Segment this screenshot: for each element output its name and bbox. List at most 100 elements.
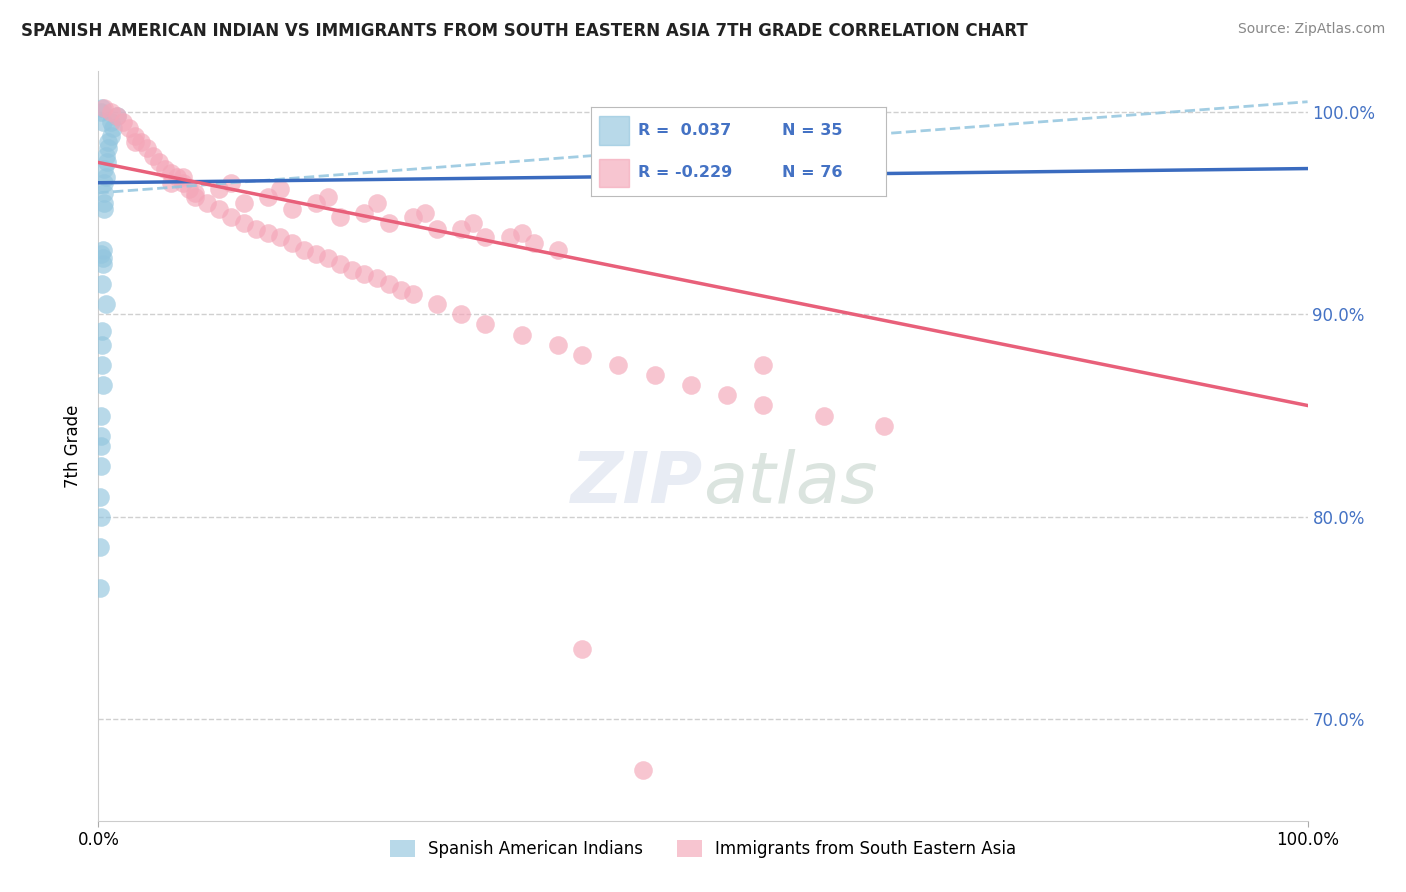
Point (100, 129, 122, 144)
Point (166, 169, 188, 184)
Point (118, 121, 141, 136)
Point (105, 109, 128, 123)
Point (100, 115, 122, 129)
Point (474, 318, 496, 332)
Point (474, 230, 496, 244)
Point (377, 277, 399, 291)
Point (547, 243, 569, 257)
Point (91, 251, 114, 265)
Point (245, 222, 267, 236)
Point (305, 196, 328, 211)
Point (463, 216, 485, 230)
Point (221, 176, 243, 190)
Point (716, 388, 738, 402)
Point (91, 358, 114, 372)
Point (342, 262, 364, 277)
Text: atlas: atlas (703, 449, 877, 518)
Point (316, 190, 339, 204)
Point (426, 297, 449, 311)
Point (208, 202, 231, 216)
Point (93, 196, 115, 211)
Point (89, 541, 111, 555)
Point (184, 190, 207, 204)
Point (329, 257, 352, 271)
Point (91, 115, 114, 129)
Point (571, 641, 593, 656)
Point (91, 337, 114, 351)
Point (366, 271, 388, 285)
Point (100, 104, 122, 119)
Point (160, 176, 183, 190)
Point (91, 257, 114, 271)
Point (281, 202, 304, 216)
Point (91, 243, 114, 257)
Point (208, 182, 231, 196)
Point (91, 378, 114, 392)
Text: Source: ZipAtlas.com: Source: ZipAtlas.com (1237, 22, 1385, 37)
Point (93, 186, 115, 200)
Point (292, 243, 315, 257)
Point (93, 202, 115, 216)
Point (91, 101, 114, 115)
Point (353, 206, 375, 220)
Point (329, 210, 352, 224)
Point (129, 135, 152, 149)
Text: N = 35: N = 35 (782, 123, 844, 137)
Point (644, 368, 666, 383)
Point (221, 210, 243, 224)
Text: SPANISH AMERICAN INDIAN VS IMMIGRANTS FROM SOUTH EASTERN ASIA 7TH GRADE CORRELAT: SPANISH AMERICAN INDIAN VS IMMIGRANTS FR… (21, 22, 1028, 40)
Point (124, 129, 146, 144)
Point (90, 429, 112, 443)
Point (111, 115, 134, 129)
Point (101, 121, 124, 136)
Point (90, 439, 112, 453)
Point (316, 251, 339, 265)
Point (269, 230, 291, 244)
Point (148, 155, 170, 169)
Point (752, 399, 775, 413)
Point (813, 409, 835, 423)
Point (353, 267, 375, 281)
Point (172, 169, 194, 184)
Point (256, 190, 278, 204)
Point (366, 196, 388, 211)
Point (89, 581, 111, 595)
Point (269, 182, 291, 196)
Legend: Spanish American Indians, Immigrants from South Eastern Asia: Spanish American Indians, Immigrants fro… (384, 833, 1022, 864)
Point (510, 327, 533, 342)
Point (498, 230, 520, 244)
Point (90, 104, 112, 119)
Point (679, 378, 702, 392)
Point (631, 763, 654, 777)
Point (305, 246, 328, 260)
Point (752, 358, 775, 372)
Point (607, 358, 630, 372)
Point (402, 287, 425, 301)
Point (94, 297, 117, 311)
Point (124, 135, 146, 149)
Text: R =  0.037: R = 0.037 (638, 123, 731, 137)
Bar (599, 116, 628, 145)
Point (89, 490, 111, 504)
Point (93, 101, 115, 115)
Point (90, 509, 112, 524)
Point (426, 222, 449, 236)
Text: N = 76: N = 76 (782, 165, 844, 179)
Point (94, 169, 117, 184)
Point (93, 176, 115, 190)
Point (105, 109, 128, 123)
Point (142, 149, 165, 163)
Point (94, 149, 117, 163)
Point (160, 166, 183, 180)
Point (153, 161, 176, 176)
Point (90, 459, 112, 474)
Point (873, 418, 896, 433)
Point (96, 155, 118, 169)
Point (184, 186, 207, 200)
Point (93, 161, 115, 176)
Point (232, 196, 254, 211)
Text: R = -0.229: R = -0.229 (638, 165, 733, 179)
Point (91, 324, 114, 338)
Bar (599, 159, 628, 187)
Point (232, 216, 254, 230)
